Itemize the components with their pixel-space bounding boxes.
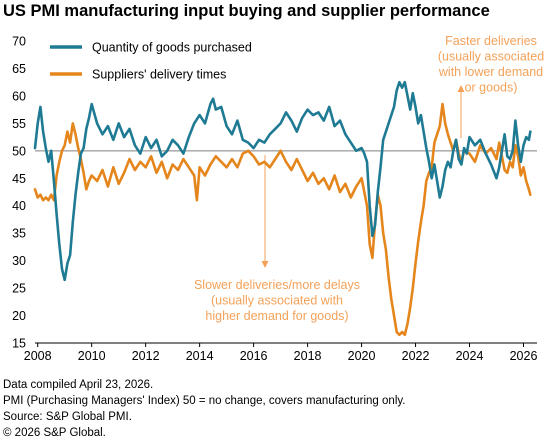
x-tick-label: 2014	[186, 349, 214, 363]
annotation-slower-line: (usually associated with	[211, 294, 343, 308]
y-tick-label: 25	[12, 282, 26, 296]
annotation-slower-line: Slower deliveries/more delays	[194, 278, 360, 292]
annotation-faster-line: (usually associated	[438, 50, 544, 64]
footer-data-compiled: Data compiled April 23, 2026.	[3, 379, 154, 391]
x-tick-label: 2018	[294, 349, 322, 363]
footer-pmi-note: PMI (Purchasing Managers' Index) 50 = no…	[3, 395, 406, 407]
x-tick-label: 2016	[240, 349, 268, 363]
chart-title: US PMI manufacturing input buying and su…	[3, 2, 490, 20]
x-tick-label: 2022	[402, 349, 430, 363]
series-line-goods-purchased	[33, 80, 532, 282]
x-tick-label: 2024	[456, 349, 484, 363]
x-tick-label: 2012	[132, 349, 160, 363]
x-tick-label: 2020	[348, 349, 376, 363]
legend-label: Suppliers' delivery times	[92, 68, 226, 82]
x-tick-label: 2010	[78, 349, 106, 363]
annotation-slower-line: higher demand for goods)	[205, 309, 348, 323]
annotation-faster-line: Faster deliveries	[445, 34, 537, 48]
footer-copyright: © 2026 S&P Global.	[3, 427, 106, 439]
y-tick-label: 50	[12, 144, 26, 158]
x-tick-label: 2026	[510, 349, 538, 363]
slower-arrow-head	[261, 261, 269, 268]
y-tick-label: 40	[12, 199, 26, 213]
y-tick-label: 45	[12, 172, 26, 186]
y-tick-label: 70	[12, 35, 26, 49]
y-tick-label: 15	[12, 337, 26, 351]
faster-arrow-head	[457, 85, 465, 92]
y-tick-label: 65	[12, 62, 26, 76]
footer-source: Source: S&P Global PMI.	[3, 411, 132, 423]
y-tick-label: 55	[12, 117, 26, 131]
y-tick-label: 30	[12, 254, 26, 268]
y-tick-label: 20	[12, 309, 26, 323]
legend-label: Quantity of goods purchased	[92, 41, 252, 55]
y-tick-label: 60	[12, 89, 26, 103]
x-tick-label: 2008	[24, 349, 52, 363]
annotation-faster-line: or goods)	[465, 81, 518, 95]
annotation-faster-line: with lower demand	[438, 65, 543, 79]
y-tick-label: 35	[12, 227, 26, 241]
